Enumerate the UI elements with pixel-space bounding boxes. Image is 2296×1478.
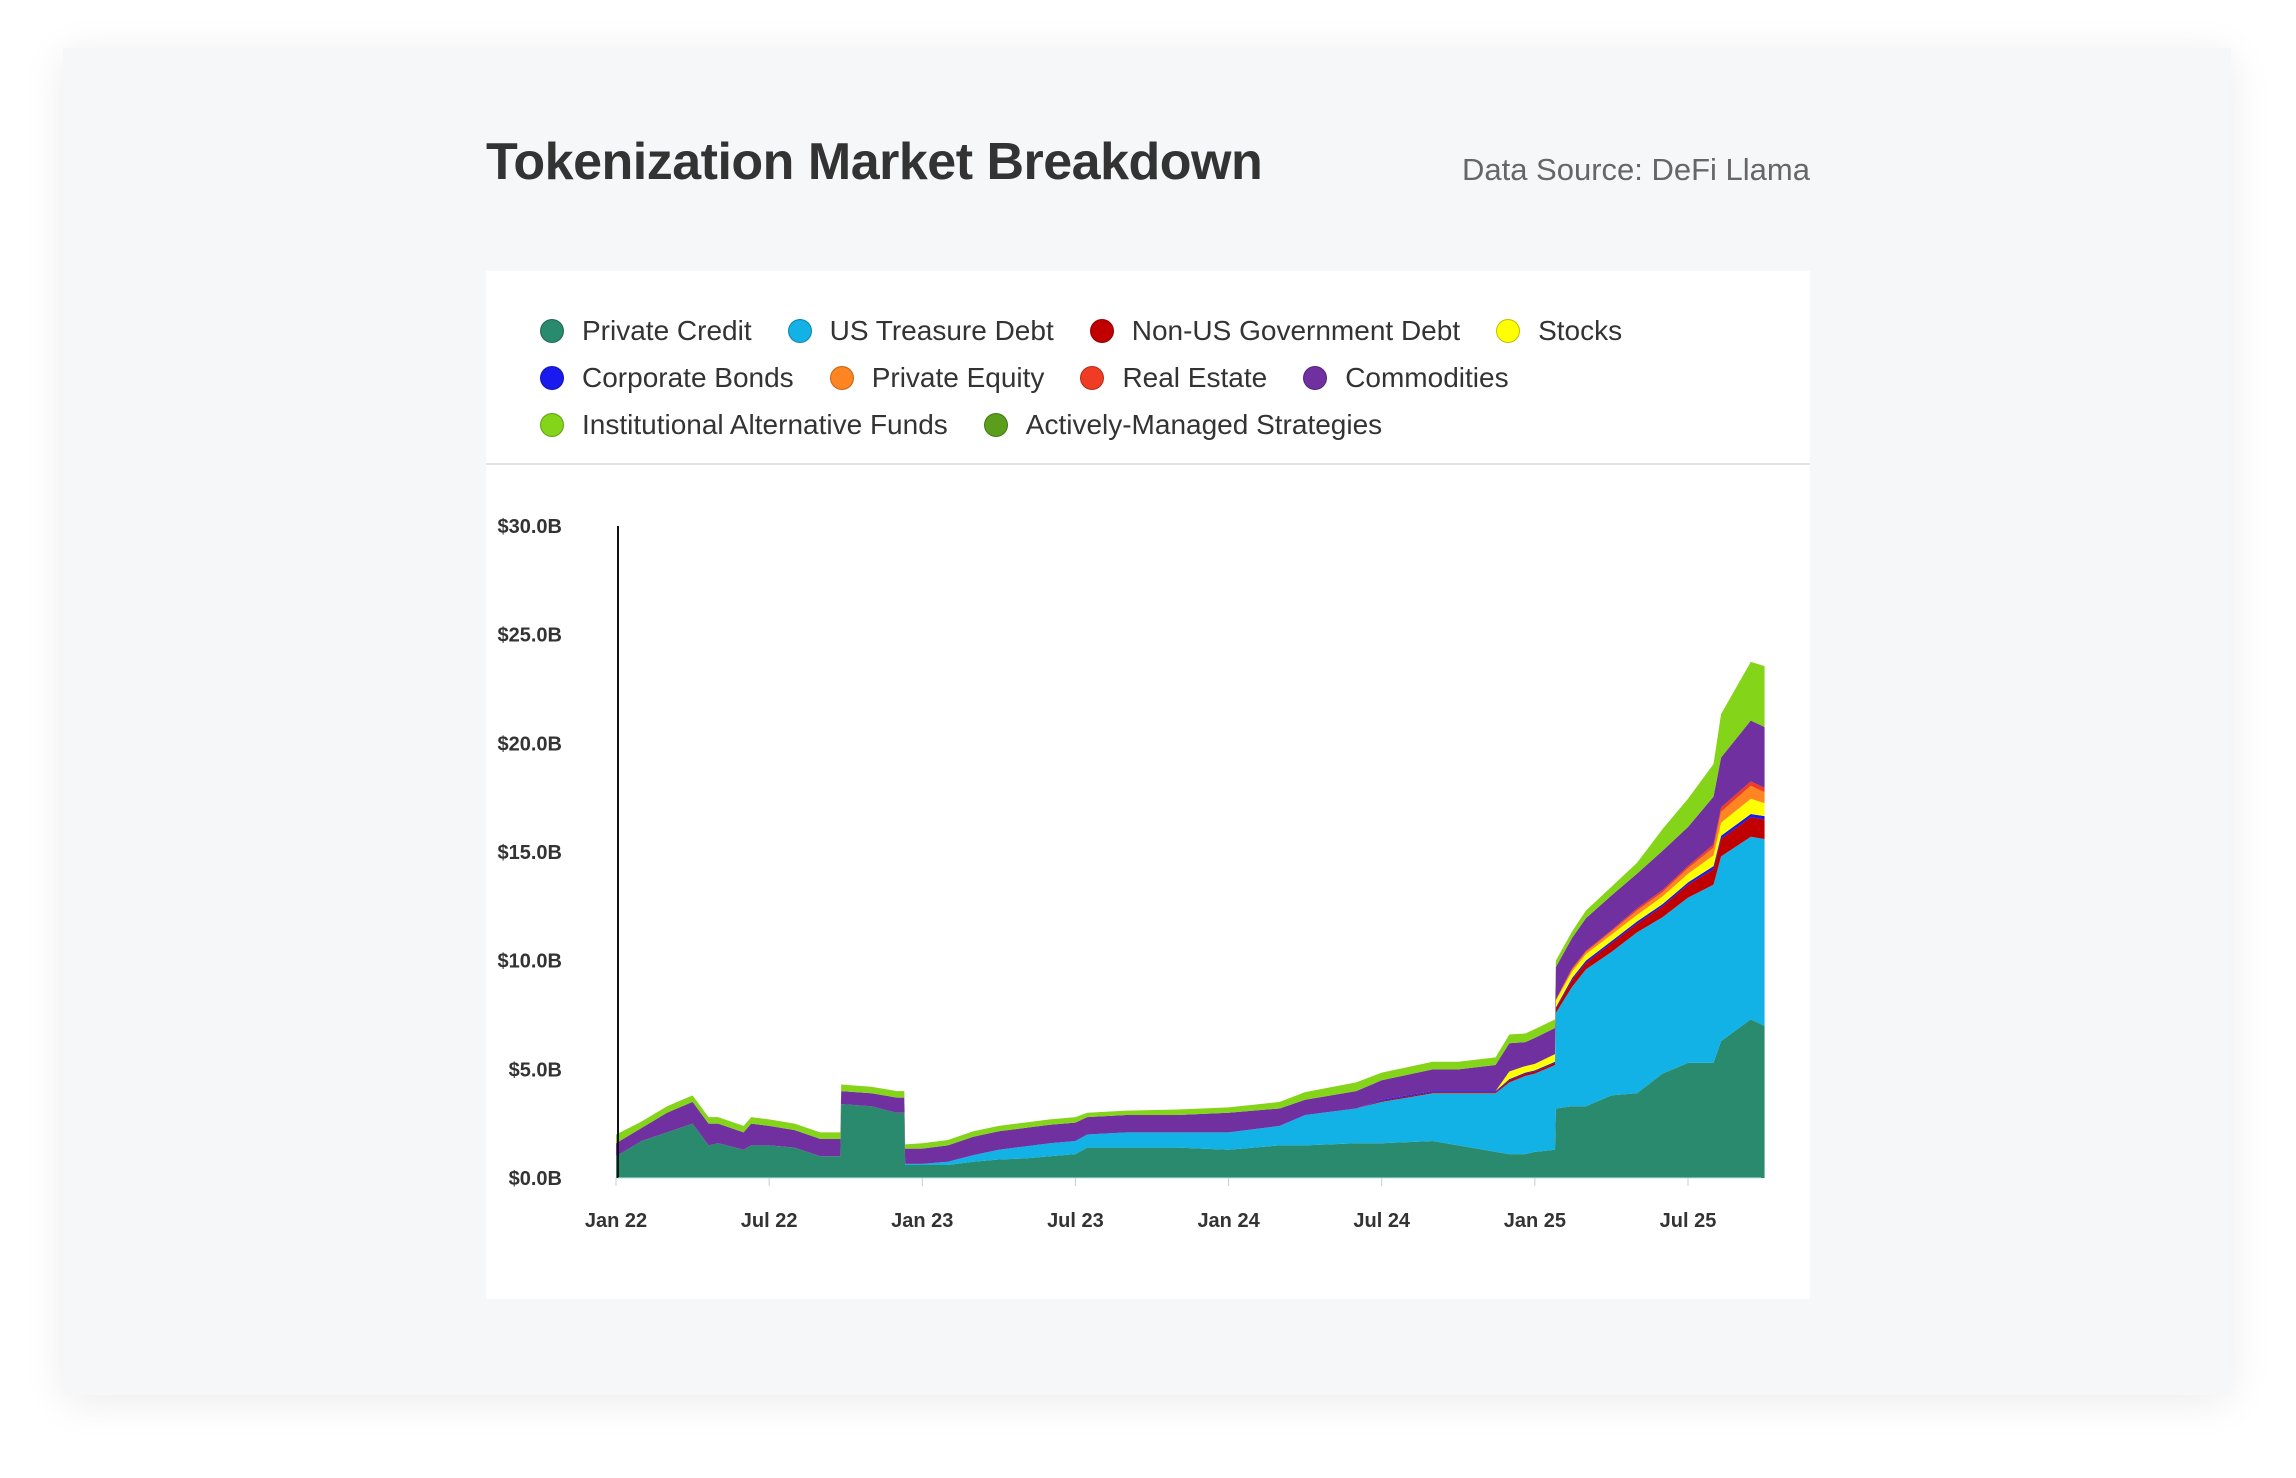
legend-item-institutional-alternative-funds[interactable]: Institutional Alternative Funds bbox=[540, 409, 948, 441]
y-tick-label: $25.0B bbox=[498, 625, 563, 647]
legend-label: US Treasure Debt bbox=[829, 314, 1054, 346]
legend-row: Institutional Alternative Funds Actively-… bbox=[540, 401, 1780, 448]
y-tick-label: $30.0B bbox=[498, 516, 563, 538]
legend-swatch bbox=[1496, 318, 1521, 343]
legend-label: Institutional Alternative Funds bbox=[582, 408, 948, 440]
x-tick-label: Jul 24 bbox=[1353, 1210, 1411, 1232]
y-tick-label: $15.0B bbox=[498, 842, 563, 864]
y-tick-label: $20.0B bbox=[498, 733, 563, 755]
legend-item-non-us-government-debt[interactable]: Non-US Government Debt bbox=[1089, 314, 1461, 347]
page-title: Tokenization Market Breakdown bbox=[486, 133, 1263, 191]
legend: Private Credit US Treasure Debt Non-US Gov… bbox=[540, 307, 1780, 448]
legend-label: Stocks bbox=[1538, 314, 1623, 346]
legend-item-real-estate[interactable]: Real Estate bbox=[1080, 362, 1267, 394]
data-source: Data Source: DeFi Llama bbox=[1461, 152, 1810, 187]
stacked-area-chart: $0.0B $5.0B $10.0B $15.0B $20.0B $25.0B $30.0B… bbox=[498, 516, 1765, 1232]
x-tick-label: Jul 22 bbox=[741, 1210, 798, 1232]
legend-swatch bbox=[540, 412, 564, 437]
y-tick-label: $0.0B bbox=[509, 1168, 562, 1190]
x-tick-label: Jul 25 bbox=[1660, 1210, 1717, 1232]
legend-item-actively-managed-strategies[interactable]: Actively-Managed Strategies bbox=[983, 408, 1383, 441]
legend-item-private-credit[interactable]: Private Credit bbox=[540, 315, 752, 347]
y-tick-label: $10.0B bbox=[498, 951, 563, 973]
chart-panel: Private Credit US Treasure Debt Non-US Gov… bbox=[486, 271, 1810, 1299]
legend-swatch bbox=[1303, 365, 1328, 390]
legend-swatch bbox=[1080, 365, 1105, 390]
x-tick-label: Jan 25 bbox=[1504, 1210, 1566, 1232]
legend-item-commodities[interactable]: Commodities bbox=[1303, 361, 1509, 394]
y-tick-label: $5.0B bbox=[509, 1059, 562, 1081]
legend-label: Corporate Bonds bbox=[582, 361, 794, 393]
legend-label: Real Estate bbox=[1122, 361, 1268, 393]
legend-swatch bbox=[1089, 318, 1114, 343]
legend-row: Private Credit US Treasure Debt Non-US Gov… bbox=[540, 307, 1780, 354]
legend-label: Private Credit bbox=[582, 314, 752, 346]
legend-label: Private Equity bbox=[871, 361, 1045, 393]
legend-item-corporate-bonds[interactable]: Corporate Bonds bbox=[540, 362, 794, 394]
legend-divider bbox=[486, 463, 1810, 465]
legend-label: Actively-Managed Strategies bbox=[1025, 408, 1383, 440]
legend-swatch bbox=[540, 318, 564, 343]
area-private-credit bbox=[616, 1019, 1765, 1178]
legend-label: Commodities bbox=[1345, 361, 1509, 393]
legend-label: Non-US Government Debt bbox=[1131, 314, 1461, 346]
legend-item-private-equity[interactable]: Private Equity bbox=[829, 361, 1045, 394]
legend-swatch bbox=[787, 318, 812, 343]
legend-swatch bbox=[983, 412, 1008, 437]
x-tick-label: Jul 23 bbox=[1047, 1210, 1104, 1232]
x-tick-label: Jan 24 bbox=[1197, 1210, 1260, 1232]
legend-row: Corporate Bonds Private Equity Real Estate… bbox=[540, 354, 1780, 401]
x-tick-label: Jan 22 bbox=[585, 1210, 647, 1232]
legend-item-us-treasure-debt[interactable]: US Treasure Debt bbox=[787, 314, 1054, 347]
legend-item-stocks[interactable]: Stocks bbox=[1496, 315, 1622, 347]
x-tick-label: Jan 23 bbox=[891, 1210, 953, 1232]
legend-swatch bbox=[540, 365, 564, 390]
legend-swatch bbox=[829, 365, 854, 390]
